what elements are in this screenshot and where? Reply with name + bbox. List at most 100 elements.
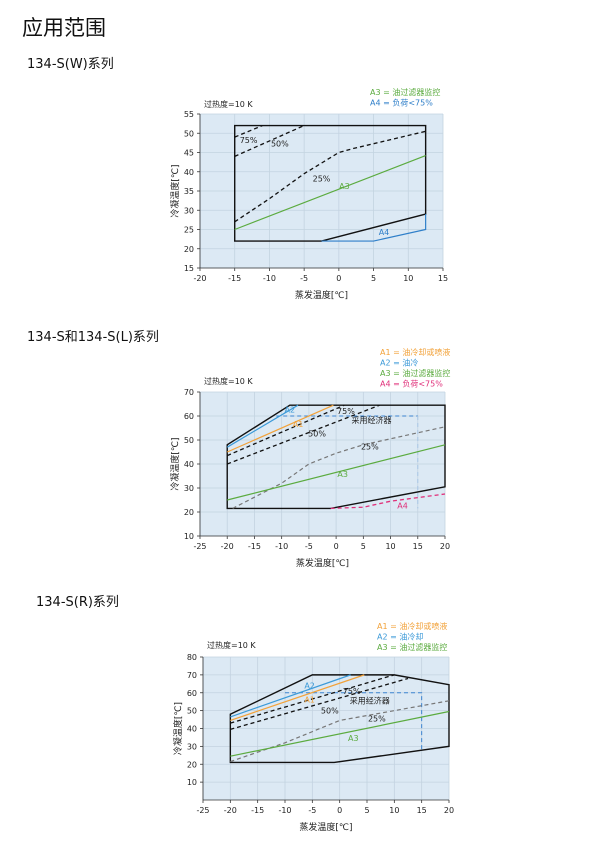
y-tick-label: 35 bbox=[184, 187, 194, 196]
x-tick-label: -15 bbox=[248, 542, 261, 551]
y-tick-label: 50 bbox=[184, 129, 194, 138]
superheat-note: 过热度=10 K bbox=[207, 640, 256, 650]
series-75pct-line bbox=[230, 674, 395, 724]
page-title: 应用范围 bbox=[22, 16, 106, 40]
legend-entry: A3 = 油过滤器监控 bbox=[377, 642, 447, 652]
x-tick-label: 10 bbox=[389, 806, 399, 815]
section-heading-w: 134-S(W)系列 bbox=[27, 57, 114, 72]
section-heading-l: 134-S和134-S(L)系列 bbox=[27, 330, 159, 345]
y-tick-label: 20 bbox=[184, 245, 194, 254]
y-tick-label: 10 bbox=[184, 532, 194, 541]
y-tick-label: 80 bbox=[187, 653, 197, 662]
y-tick-label: 30 bbox=[187, 742, 197, 751]
annotation-label: A2 bbox=[285, 405, 296, 414]
series-25pct-line bbox=[230, 700, 450, 763]
legend-entry: A4 = 负荷<75% bbox=[370, 98, 433, 108]
series-50pct-line bbox=[230, 677, 409, 731]
x-axis-label: 蒸发温度[℃] bbox=[299, 821, 352, 833]
x-tick-label: -20 bbox=[224, 806, 237, 815]
series-A4-line bbox=[321, 214, 427, 242]
y-tick-label: 70 bbox=[187, 671, 197, 680]
x-tick-label: 5 bbox=[361, 542, 366, 551]
series-A2-line bbox=[226, 404, 299, 448]
x-tick-label: -5 bbox=[305, 542, 313, 551]
series-A3-line bbox=[234, 155, 426, 231]
x-tick-label: 15 bbox=[417, 806, 427, 815]
y-tick-label: 60 bbox=[187, 689, 197, 698]
annotation-label: 50% bbox=[271, 140, 289, 149]
series-25pct-line bbox=[232, 426, 446, 509]
annotation-label: 25% bbox=[313, 174, 331, 183]
annotation-label: 50% bbox=[321, 706, 339, 715]
annotation-label: 25% bbox=[368, 714, 386, 723]
x-tick-label: -10 bbox=[278, 806, 291, 815]
y-tick-label: 55 bbox=[184, 110, 194, 119]
series-A3-line bbox=[230, 710, 450, 757]
series-economizer-line bbox=[285, 692, 423, 750]
annotation-label: 75% bbox=[343, 687, 361, 696]
x-tick-label: -15 bbox=[251, 806, 264, 815]
series-50pct-line bbox=[226, 404, 380, 465]
annotation-label: 采用经济器 bbox=[350, 695, 390, 705]
x-tick-label: 20 bbox=[444, 806, 454, 815]
annotation-label: A4 bbox=[379, 228, 390, 237]
legend-entry: A1 = 油冷却或喷液 bbox=[380, 347, 450, 357]
series-A2-line bbox=[230, 674, 351, 718]
y-tick-label: 45 bbox=[184, 149, 194, 158]
legend-entry: A3 = 油过滤器监控 bbox=[370, 87, 440, 97]
x-tick-label: -10 bbox=[263, 274, 276, 283]
y-axis-label: 冷凝温度[℃] bbox=[172, 702, 184, 755]
series-A1-line bbox=[226, 404, 334, 453]
series-A4-line bbox=[330, 493, 446, 510]
annotation-label: A2 bbox=[304, 681, 315, 690]
annotation-label: A3 bbox=[339, 182, 350, 191]
legend-entry: A2 = 油冷 bbox=[380, 358, 418, 368]
x-axis-label: 蒸发温度[℃] bbox=[296, 557, 349, 569]
x-tick-label: 15 bbox=[413, 542, 423, 551]
y-axis-label: 冷凝温度[℃] bbox=[169, 164, 181, 217]
y-tick-label: 30 bbox=[184, 484, 194, 493]
series-envelope-line bbox=[229, 674, 450, 764]
x-tick-label: 0 bbox=[336, 274, 341, 283]
series-envelope-line bbox=[234, 124, 427, 242]
x-tick-label: -25 bbox=[193, 542, 206, 551]
legend-entry: A3 = 油过滤器监控 bbox=[380, 368, 450, 378]
x-tick-label: -20 bbox=[221, 542, 234, 551]
x-tick-label: 0 bbox=[337, 806, 342, 815]
y-tick-label: 10 bbox=[187, 778, 197, 787]
annotation-label: A1 bbox=[304, 696, 315, 705]
superheat-note: 过热度=10 K bbox=[204, 99, 253, 109]
y-tick-label: 70 bbox=[184, 388, 194, 397]
annotation-label: 50% bbox=[308, 429, 326, 438]
x-tick-label: 20 bbox=[440, 542, 450, 551]
y-tick-label: 40 bbox=[184, 168, 194, 177]
annotation-label: A3 bbox=[348, 734, 359, 743]
series-A1-line bbox=[230, 674, 365, 722]
superheat-note: 过热度=10 K bbox=[204, 376, 253, 386]
x-tick-label: 5 bbox=[364, 806, 369, 815]
legend-entry: A4 = 负荷<75% bbox=[380, 379, 443, 389]
y-tick-label: 15 bbox=[184, 264, 194, 273]
y-tick-label: 20 bbox=[184, 508, 194, 517]
y-tick-label: 40 bbox=[187, 725, 197, 734]
y-tick-label: 40 bbox=[184, 460, 194, 469]
x-tick-label: -15 bbox=[228, 274, 241, 283]
y-tick-label: 60 bbox=[184, 412, 194, 421]
annotation-label: A1 bbox=[293, 420, 304, 429]
x-tick-label: 10 bbox=[403, 274, 413, 283]
annotation-label: A4 bbox=[397, 501, 408, 510]
x-tick-label: 10 bbox=[385, 542, 395, 551]
y-tick-label: 50 bbox=[184, 436, 194, 445]
legend-entry: A2 = 油冷却 bbox=[377, 632, 423, 642]
series-A3-line bbox=[227, 444, 446, 501]
y-tick-label: 50 bbox=[187, 707, 197, 716]
series-50pct-line bbox=[234, 124, 305, 157]
annotation-label: 75% bbox=[337, 407, 355, 416]
y-axis-label: 冷凝温度[℃] bbox=[169, 437, 181, 490]
x-axis-label: 蒸发温度[℃] bbox=[295, 289, 348, 301]
x-tick-label: -25 bbox=[196, 806, 209, 815]
x-tick-label: -5 bbox=[300, 274, 308, 283]
series-75pct-line bbox=[234, 124, 263, 138]
